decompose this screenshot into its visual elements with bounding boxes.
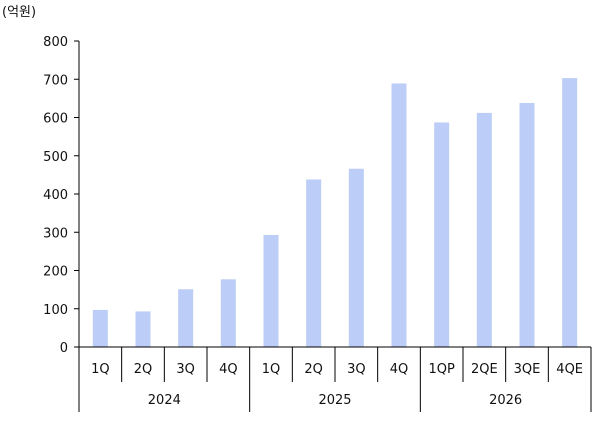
y-tick-label: 800: [43, 35, 68, 50]
x-tick-label: 1QP: [428, 362, 455, 377]
x-tick-label: 3Q: [176, 362, 195, 377]
y-axis: 0 100 200 300 400 500 600 700 800: [43, 35, 80, 356]
y-tick-label: 500: [43, 150, 68, 165]
x-group-label: 2025: [318, 393, 351, 408]
bar: [220, 279, 236, 347]
x-group-label: 2024: [148, 393, 181, 408]
bar: [92, 309, 108, 347]
x-tick-label: 1Q: [91, 362, 110, 377]
x-tick-label: 4Q: [390, 362, 409, 377]
x-tick-label: 3QE: [514, 362, 541, 377]
bar: [178, 289, 194, 347]
unit-label: (억원): [2, 5, 36, 20]
bar: [391, 83, 407, 348]
y-tick-label: 300: [43, 226, 68, 241]
bar: [434, 122, 450, 347]
y-tick-label: 600: [43, 112, 68, 127]
x-tick-label: 3Q: [347, 362, 366, 377]
x-axis: 1Q 2Q 3Q 4Q 1Q 2Q 3Q 4Q 1QP 2QE 3QE 4QE 2024 2025 2026: [78, 346, 592, 412]
bar: [348, 168, 364, 347]
x-tick-label: 2Q: [134, 362, 153, 377]
y-tick-label: 400: [43, 188, 68, 203]
bar: [306, 179, 322, 347]
bar: [519, 102, 535, 347]
x-tick-label: 4Q: [219, 362, 238, 377]
x-tick-label: 2Q: [304, 362, 323, 377]
bar: [476, 112, 492, 347]
bars: [92, 78, 578, 348]
x-tick-label: 2QE: [471, 362, 498, 377]
y-tick-label: 200: [43, 265, 68, 280]
bar: [562, 78, 578, 347]
y-tick-label: 700: [43, 73, 68, 88]
x-group-label: 2026: [489, 393, 522, 408]
y-tick-label: 0: [60, 341, 68, 356]
x-tick-label: 1Q: [262, 362, 281, 377]
x-tick-label: 4QE: [556, 362, 583, 377]
y-tick-label: 100: [43, 303, 68, 318]
bar: [135, 311, 151, 347]
bar: [263, 234, 279, 347]
